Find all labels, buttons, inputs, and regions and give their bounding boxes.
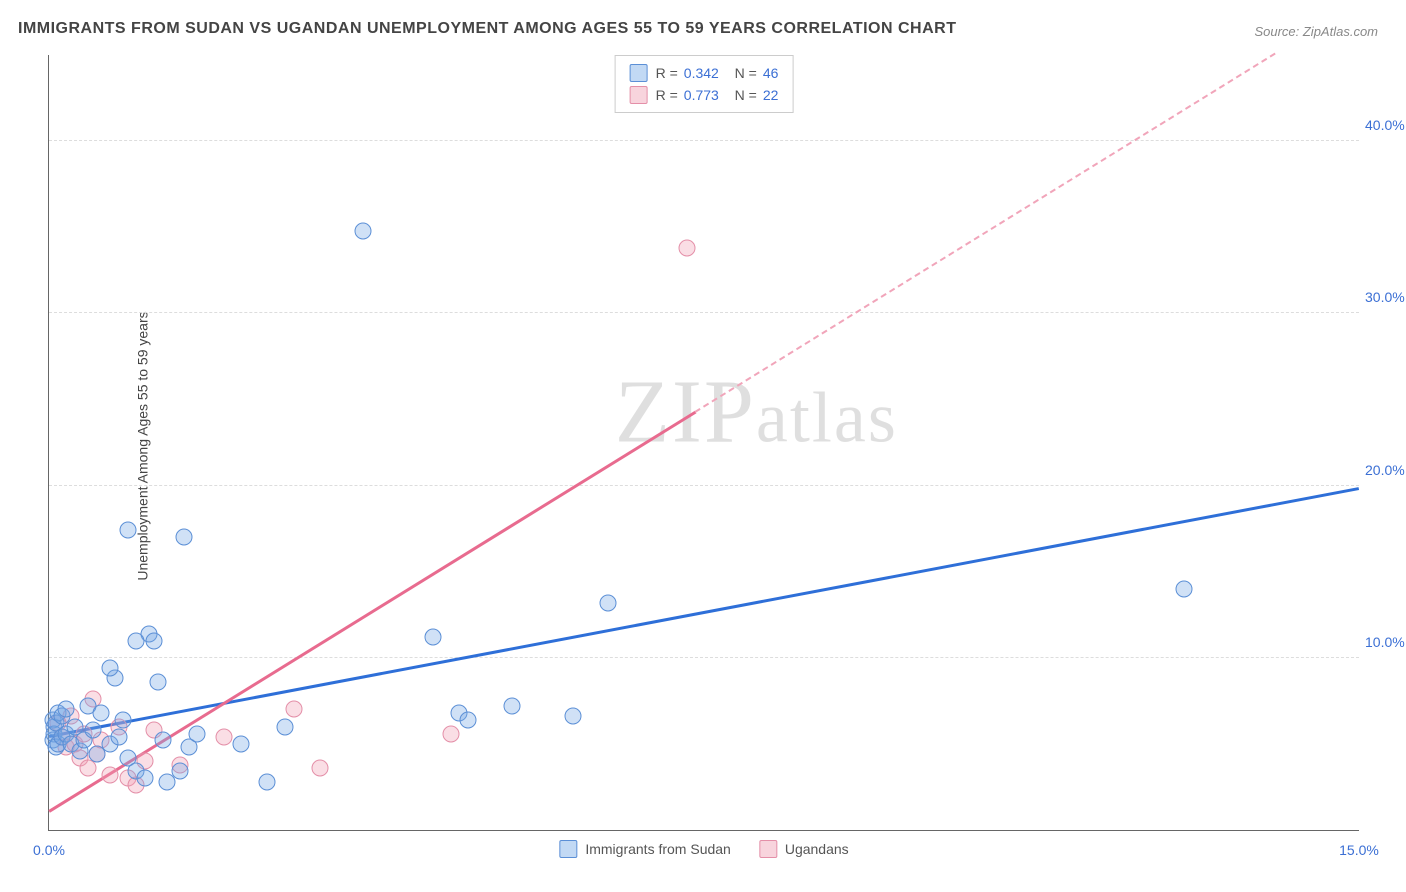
n-value-sudan: 46 xyxy=(763,65,779,81)
y-tick-label: 20.0% xyxy=(1365,462,1406,478)
data-point xyxy=(442,725,459,742)
data-point xyxy=(599,594,616,611)
data-point xyxy=(84,722,101,739)
swatch-blue-icon xyxy=(559,840,577,858)
source-attribution: Source: ZipAtlas.com xyxy=(1254,24,1378,39)
data-point xyxy=(115,711,132,728)
legend-item-ugandans: Ugandans xyxy=(759,840,849,858)
data-point xyxy=(145,632,162,649)
data-point xyxy=(678,239,695,256)
data-point xyxy=(259,773,276,790)
data-point xyxy=(355,222,372,239)
data-point xyxy=(150,673,167,690)
legend-item-sudan: Immigrants from Sudan xyxy=(559,840,731,858)
legend-label-ugandans: Ugandans xyxy=(785,841,849,857)
y-tick-label: 10.0% xyxy=(1365,634,1406,650)
data-point xyxy=(154,732,171,749)
legend-label-sudan: Immigrants from Sudan xyxy=(585,841,731,857)
x-tick-label: 0.0% xyxy=(33,842,65,858)
chart-title: IMMIGRANTS FROM SUDAN VS UGANDAN UNEMPLO… xyxy=(18,20,956,38)
legend-row-ugandans: R = 0.773 N = 22 xyxy=(630,84,779,106)
watermark: ZIPatlas xyxy=(615,360,898,463)
gridline xyxy=(49,657,1359,658)
data-point xyxy=(189,725,206,742)
r-value-sudan: 0.342 xyxy=(684,65,719,81)
data-point xyxy=(215,729,232,746)
legend-correlation: R = 0.342 N = 46 R = 0.773 N = 22 xyxy=(615,55,794,113)
plot-area: ZIPatlas R = 0.342 N = 46 R = 0.773 N = … xyxy=(48,55,1359,831)
data-point xyxy=(1176,580,1193,597)
data-point xyxy=(285,701,302,718)
data-point xyxy=(311,760,328,777)
swatch-pink-icon xyxy=(630,86,648,104)
data-point xyxy=(233,735,250,752)
gridline xyxy=(49,485,1359,486)
swatch-pink-icon xyxy=(759,840,777,858)
legend-series: Immigrants from Sudan Ugandans xyxy=(559,840,848,858)
data-point xyxy=(503,698,520,715)
data-point xyxy=(128,632,145,649)
y-tick-label: 40.0% xyxy=(1365,117,1406,133)
data-point xyxy=(172,763,189,780)
gridline xyxy=(49,140,1359,141)
y-tick-label: 30.0% xyxy=(1365,289,1406,305)
data-point xyxy=(565,708,582,725)
data-point xyxy=(425,629,442,646)
data-point xyxy=(93,704,110,721)
data-point xyxy=(119,522,136,539)
gridline xyxy=(49,312,1359,313)
data-point xyxy=(102,660,119,677)
swatch-blue-icon xyxy=(630,64,648,82)
data-point xyxy=(276,718,293,735)
r-value-ugandans: 0.773 xyxy=(684,87,719,103)
data-point xyxy=(58,701,75,718)
n-value-ugandans: 22 xyxy=(763,87,779,103)
data-point xyxy=(110,729,127,746)
data-point xyxy=(176,529,193,546)
x-tick-label: 15.0% xyxy=(1339,842,1379,858)
data-point xyxy=(460,711,477,728)
legend-row-sudan: R = 0.342 N = 46 xyxy=(630,62,779,84)
data-point xyxy=(137,770,154,787)
regression-line xyxy=(49,487,1359,737)
data-point xyxy=(102,766,119,783)
